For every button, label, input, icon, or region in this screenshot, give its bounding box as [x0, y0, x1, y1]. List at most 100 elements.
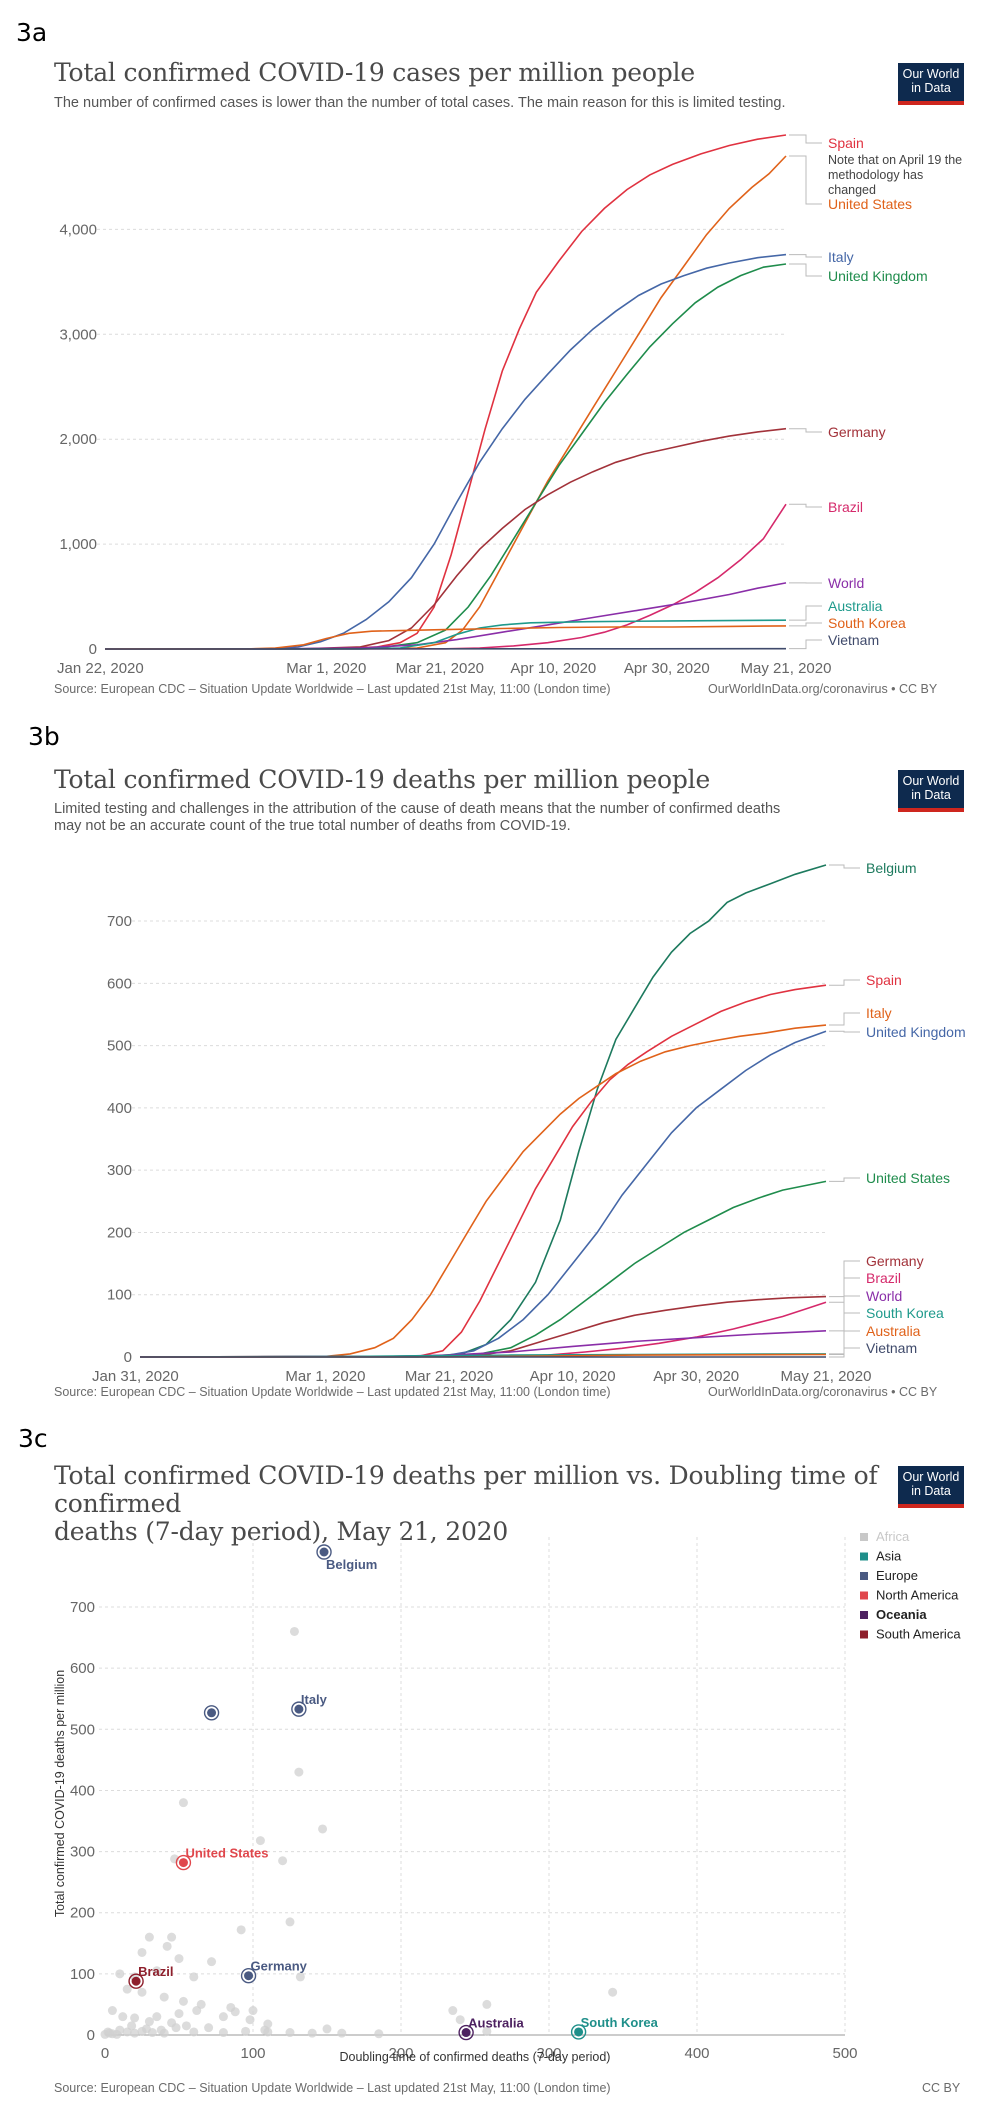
c-scatter-point-background [107, 2006, 117, 2016]
c-legend-label-south-america: South America [876, 1627, 961, 1642]
c-y-tick-label: 200 [70, 1905, 95, 1922]
a-end-label-brazil: Brazil [828, 499, 863, 515]
c-scatter-point-australia [461, 2028, 471, 2038]
c-scatter-point-background [285, 2028, 295, 2038]
c-scatter-point-background [337, 2028, 347, 2038]
logo-line-2: in Data [911, 81, 951, 95]
c-scatter-point-background [289, 1626, 299, 1636]
a-x-tick-label: May 21, 2020 [741, 660, 832, 677]
c-y-tick-label: 600 [70, 1660, 95, 1677]
a-leader-united-states [789, 155, 822, 205]
c-scatter-point-background [152, 1966, 162, 1976]
b-end-label-world: World [866, 1288, 902, 1304]
c-scatter-point-unlabeled [207, 1708, 217, 1718]
c-point-label-australia: Australia [468, 2016, 524, 2031]
a-y-tick-label: 2,000 [59, 431, 97, 448]
a-leader-germany [789, 428, 822, 433]
c-scatter-point-background [482, 2026, 492, 2036]
c-scatter-point-background [174, 1954, 184, 1964]
c-legend-swatch-asia [860, 1552, 868, 1561]
c-scatter-point-background [218, 2012, 228, 2022]
a-series-brazil [104, 503, 787, 650]
a-series-united-states [104, 155, 787, 650]
c-scatter-point-background [181, 2021, 191, 2031]
b-end-label-united-states: United States [866, 1170, 950, 1186]
c-y-tick-label: 500 [70, 1721, 95, 1738]
c-legend-swatch-north-america [860, 1591, 868, 1600]
chart-title-3a: Total confirmed COVID-19 cases per milli… [54, 58, 695, 87]
logo-line-2: in Data [911, 1484, 951, 1498]
a-end-label-vietnam: Vietnam [828, 632, 879, 648]
c-scatter-point-background [103, 2027, 113, 2037]
c-point-ring-belgium [316, 1544, 332, 1560]
c-scatter-point-background [207, 1957, 217, 1967]
c-scatter-point-background [112, 2029, 122, 2039]
c-scatter-point-background [137, 1947, 147, 1957]
c-scatter-point-background [241, 2026, 251, 2036]
a-leader-south-korea [789, 622, 822, 627]
c-scatter-point-background [192, 2006, 202, 2016]
a-end-label-italy: Italy [828, 249, 854, 265]
subtitle-line-1: Limited testing and challenges in the at… [54, 801, 781, 817]
c-legend-swatch-europe [860, 1572, 868, 1580]
c-y-tick-label: 0 [87, 2027, 95, 2044]
c-scatter-point-background [118, 2012, 128, 2022]
owid-logo-3b[interactable]: Our World in Data [898, 770, 964, 812]
c-scatter-point-background [248, 2006, 258, 2016]
c-point-label-south-korea: South Korea [581, 2015, 659, 2030]
b-x-tick-label: Apr 30, 2020 [653, 1368, 739, 1385]
c-scatter-point-background [130, 2028, 140, 2038]
c-y-axis-label: Total confirmed COVID-19 deaths per mill… [53, 1670, 67, 1917]
a-end-label-south-korea: South Korea [828, 615, 906, 631]
b-leader-australia [829, 1330, 860, 1356]
a-series-world [104, 582, 787, 650]
c-legend-label-africa: Africa [876, 1529, 910, 1544]
b-leader-vietnam [829, 1347, 860, 1358]
c-scatter-point-background [156, 2025, 166, 2035]
c-scatter-point-brazil [131, 1976, 141, 1986]
c-scatter-point-background [130, 2013, 140, 2023]
a-series-south-korea [104, 625, 787, 650]
c-point-ring-united-states [175, 1854, 192, 1871]
a-leader-united-kingdom [789, 263, 822, 277]
a-y-tick-label: 1,000 [59, 536, 97, 553]
owid-logo-3a[interactable]: Our World in Data [898, 63, 964, 105]
b-x-tick-label: Apr 10, 2020 [530, 1368, 616, 1385]
b-x-tick-label: Mar 21, 2020 [405, 1368, 493, 1385]
c-y-tick-label: 300 [70, 1844, 95, 1861]
c-scatter-point-background [127, 2021, 137, 2031]
b-series-spain [139, 984, 827, 1358]
credit-link-3c[interactable]: CC BY [922, 2081, 961, 2095]
c-point-ring-brazil [128, 1973, 144, 1989]
a-x-tick-label: Jan 22, 2020 [57, 660, 144, 677]
b-end-label-south-korea: South Korea [866, 1305, 944, 1321]
a-leader-spain [789, 134, 822, 144]
c-point-label-belgium: Belgium [326, 1557, 377, 1572]
c-scatter-point-background [230, 2007, 240, 2017]
c-scatter-point-background [245, 2015, 255, 2025]
b-series-germany [139, 1295, 827, 1358]
b-y-tick-label: 600 [107, 975, 132, 992]
owid-logo-3c[interactable]: Our World in Data [898, 1466, 964, 1508]
c-legend-label-europe: Europe [876, 1568, 918, 1583]
b-series-belgium [140, 864, 827, 1358]
c-y-tick-label: 700 [70, 1599, 95, 1616]
c-scatter-point-background [122, 1984, 132, 1994]
chart-subtitle-3a: The number of confirmed cases is lower t… [54, 95, 786, 111]
b-leader-united-kingdom [829, 1030, 860, 1033]
logo-line-1: Our World [902, 67, 960, 81]
c-x-tick-label: 500 [832, 2045, 857, 2062]
c-scatter-point-background [482, 1999, 492, 2009]
a-leader-italy [789, 254, 822, 258]
credit-link-3b[interactable]: OurWorldInData.org/coronavirus • CC BY [708, 1385, 938, 1399]
c-scatter-point-background [295, 1972, 305, 1982]
credit-link-3a[interactable]: OurWorldInData.org/coronavirus • CC BY [708, 682, 938, 696]
c-legend-swatch-africa [860, 1533, 868, 1541]
panel-label-3a: 3a [16, 18, 48, 47]
c-point-ring-germany [240, 1967, 257, 1984]
c-scatter-point-background [167, 1932, 177, 1942]
c-point-label-brazil: Brazil [138, 1964, 173, 1979]
b-x-tick-label: Mar 1, 2020 [285, 1368, 365, 1385]
title-line-1: Total confirmed COVID-19 deaths per mill… [54, 1461, 878, 1518]
logo-line-2: in Data [911, 788, 951, 802]
